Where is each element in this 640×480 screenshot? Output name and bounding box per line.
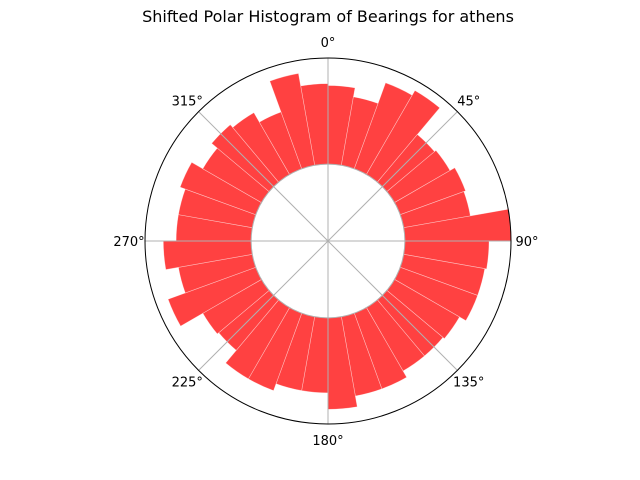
theta-tick-labels: 0° 45° 90° 135° 180° 225° 270° 315°: [113, 36, 538, 449]
theta-tick-label-5: 225°: [172, 376, 203, 391]
theta-tick-label-7: 315°: [172, 94, 203, 109]
theta-tick-label-2: 90°: [515, 235, 538, 250]
chart-title: Shifted Polar Histogram of Bearings for …: [142, 7, 514, 26]
theta-tick-label-0: 0°: [321, 36, 336, 51]
theta-tick-label-4: 180°: [312, 434, 343, 449]
grid-group: [145, 58, 511, 424]
angular-gridline-7: [198, 111, 329, 242]
angular-gridline-5: [198, 240, 329, 371]
theta-tick-label-3: 135°: [453, 376, 484, 391]
polar-axis-frame: [144, 57, 512, 425]
theta-tick-label-6: 270°: [113, 235, 144, 250]
angular-gridline-3: [327, 240, 458, 371]
angular-gridline-1: [327, 111, 458, 242]
theta-tick-label-1: 45°: [457, 94, 480, 109]
